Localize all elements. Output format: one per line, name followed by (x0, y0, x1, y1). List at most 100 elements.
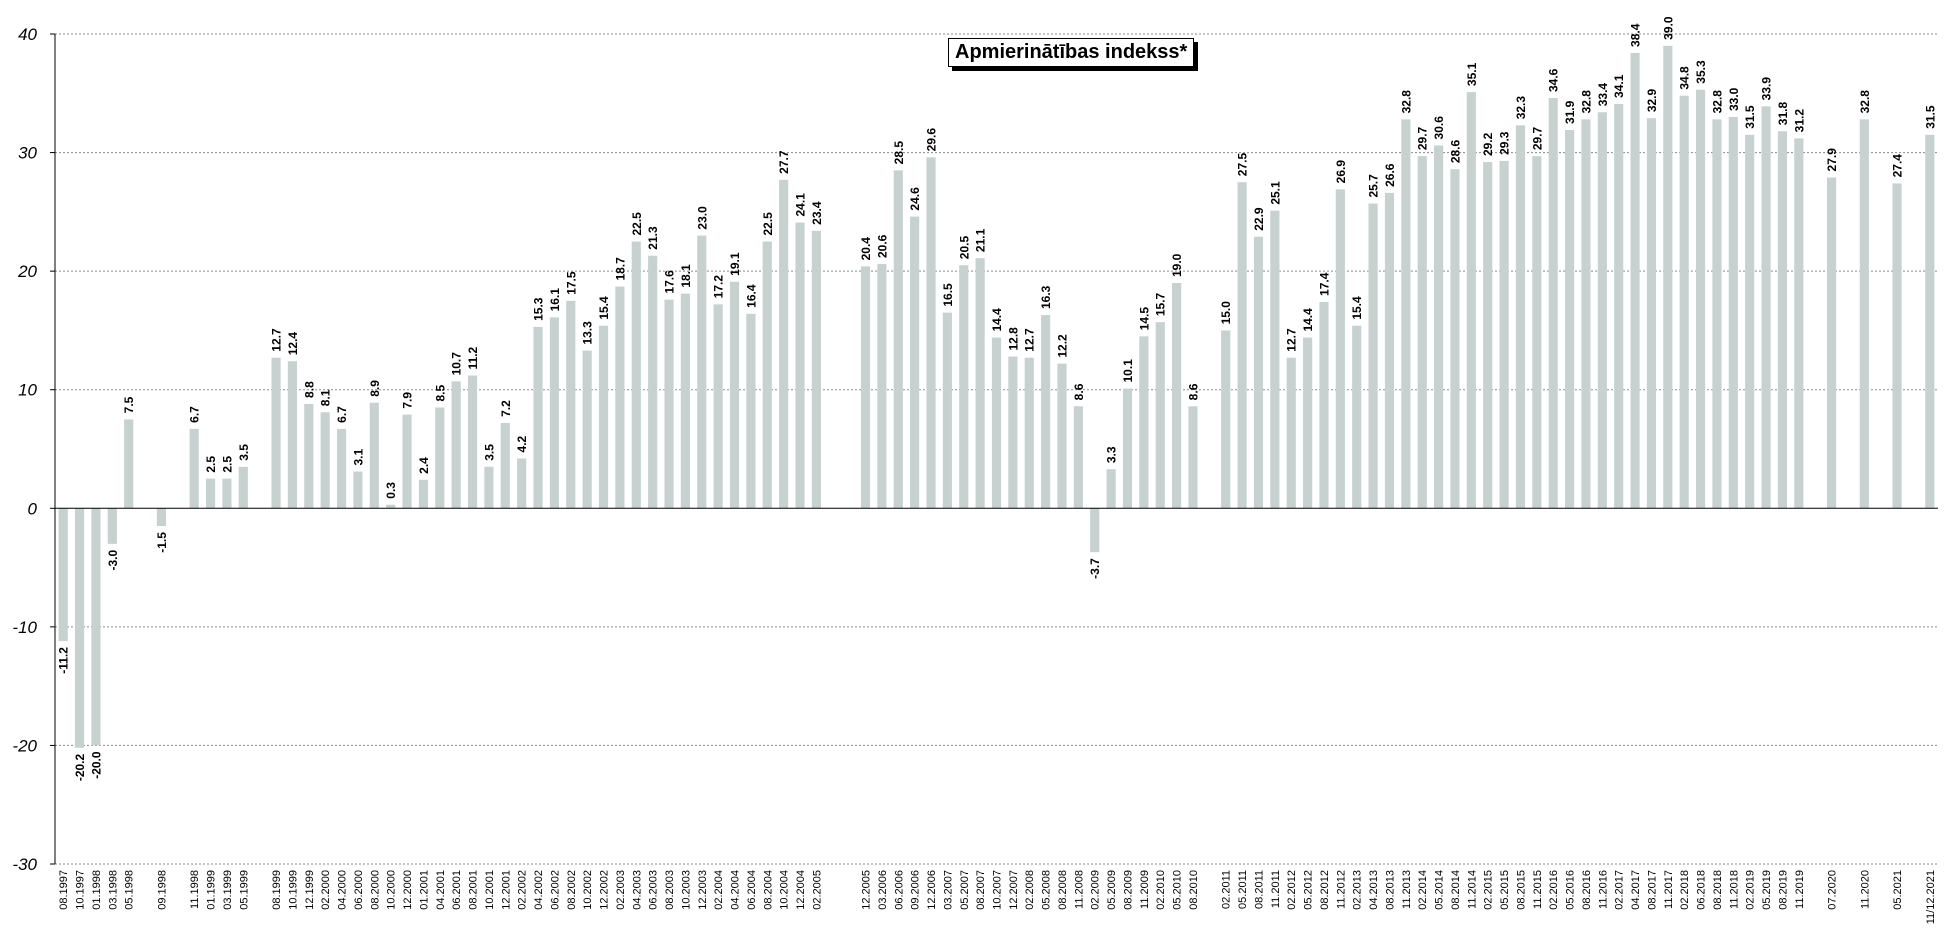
bar (1712, 119, 1722, 509)
bar (1859, 119, 1869, 509)
bar (1139, 336, 1149, 509)
x-tick-label: 05.2009 (1106, 870, 1118, 910)
x-tick-label: 08.2012 (1319, 870, 1331, 910)
x-tick-label: 09.1998 (156, 870, 168, 910)
bar (189, 428, 199, 509)
x-tick-label: 02.2010 (1155, 870, 1167, 910)
bar (1090, 508, 1100, 553)
chart-title: Apmierinātības indekss* (948, 38, 1195, 67)
bar (1041, 315, 1051, 509)
data-label: 38.4 (1629, 23, 1643, 47)
data-label: 8.6 (1072, 383, 1086, 400)
bar (549, 317, 559, 509)
bar (1695, 89, 1706, 509)
bar (648, 255, 658, 509)
data-label: 6.7 (335, 406, 349, 423)
bar (1663, 45, 1673, 509)
bar (1745, 134, 1755, 509)
x-axis-tick-labels: 08.1997 10.1997 01.1998 03.1998 05.1998 09.19… (58, 870, 1937, 924)
x-tick-label: 12.1999 (304, 870, 316, 910)
x-tick-label: 05.2016 (1565, 870, 1577, 910)
x-tick-label: 05.2012 (1303, 870, 1315, 910)
x-tick-label: 10.1999 (287, 870, 299, 910)
bar (860, 266, 871, 509)
x-tick-label: 11.2016 (1597, 870, 1609, 909)
bar (287, 361, 298, 509)
x-tick-label: 05.2011 (1237, 870, 1249, 909)
data-label: 21.3 (646, 226, 660, 250)
data-label: 12.2 (1055, 334, 1069, 358)
x-tick-label: 08.2003 (664, 870, 676, 910)
y-tick-label: -20 (12, 736, 37, 755)
data-label: 29.7 (1416, 126, 1430, 150)
data-label: 27.4 (1891, 154, 1905, 178)
bar (1892, 183, 1902, 509)
x-tick-label: 02.2013 (1352, 870, 1364, 910)
y-tick-label: 30 (18, 144, 37, 163)
bar (1417, 156, 1427, 509)
x-tick-label: 02.2017 (1614, 870, 1626, 910)
data-label: 29.3 (1498, 131, 1512, 155)
data-label: 4.2 (515, 435, 529, 452)
x-tick-label: 12.2001 (500, 870, 512, 910)
data-label: 20.4 (859, 237, 873, 261)
bar (435, 407, 445, 509)
x-tick-label: 05.2015 (1499, 870, 1511, 910)
bar (942, 312, 952, 509)
bar (107, 508, 117, 544)
bar (500, 422, 510, 509)
data-label: 31.2 (1792, 109, 1806, 133)
data-label: 24.6 (908, 187, 922, 211)
data-label: 10.7 (450, 352, 464, 376)
x-tick-label: 11.2018 (1728, 870, 1740, 909)
data-label: -3.0 (106, 550, 120, 571)
bar (1221, 330, 1231, 509)
data-label: 2.5 (204, 456, 218, 473)
data-label: 31.8 (1776, 102, 1790, 126)
x-tick-label: 02.2002 (517, 870, 529, 910)
x-tick-label: 03.1998 (107, 870, 119, 910)
bar (811, 230, 821, 509)
data-label: 26.6 (1383, 163, 1397, 187)
data-label: 15.4 (1350, 296, 1364, 320)
x-tick-label: 02.2008 (1024, 870, 1036, 910)
bar (1483, 162, 1493, 509)
x-tick-label: 04.2013 (1368, 870, 1380, 910)
data-label: 21.1 (974, 228, 988, 252)
bar (74, 508, 85, 748)
data-label: 34.1 (1612, 74, 1626, 98)
bar (271, 357, 281, 509)
x-tick-label: 01.1998 (91, 870, 103, 910)
bar (1384, 192, 1395, 509)
x-tick-label: 07.2020 (1827, 870, 1839, 910)
data-label: 17.6 (663, 270, 677, 294)
bar (533, 326, 543, 509)
bar (238, 466, 248, 509)
bar (697, 235, 707, 509)
x-tick-label: 01.2001 (418, 870, 430, 910)
x-tick-label: 10.2007 (992, 870, 1004, 910)
x-tick-label: 02.2014 (1417, 870, 1429, 910)
data-label: 31.5 (1743, 105, 1757, 129)
data-label: 22.9 (1252, 207, 1266, 231)
x-tick-label: 06.2003 (648, 870, 660, 910)
bar (1630, 52, 1640, 509)
bar (320, 412, 330, 509)
x-tick-label: 11.2014 (1466, 870, 1478, 909)
data-label: 24.1 (794, 193, 808, 217)
x-tick-label: 08.1999 (271, 870, 283, 910)
x-tick-label: 08.2001 (468, 870, 480, 910)
bar (91, 508, 101, 746)
data-label: 14.4 (1301, 308, 1315, 332)
data-label: 27.5 (1236, 153, 1250, 177)
bar (680, 293, 690, 509)
x-tick-label: 02.2000 (320, 870, 332, 910)
data-label: 18.1 (679, 264, 693, 288)
bar (959, 265, 969, 509)
x-tick-label: 08.2011 (1253, 870, 1265, 909)
bar (566, 300, 576, 509)
x-tick-label: 04.2003 (631, 870, 643, 910)
data-label: 32.8 (1579, 90, 1593, 114)
bar (304, 403, 314, 509)
